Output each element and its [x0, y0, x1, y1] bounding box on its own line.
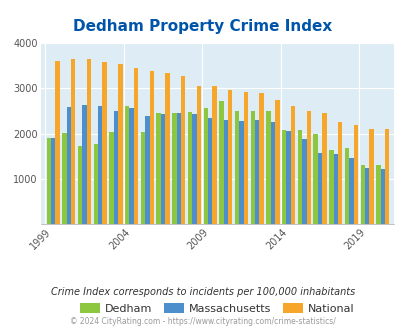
Bar — [98, 106, 102, 224]
Text: © 2024 CityRating.com - https://www.cityrating.com/crime-statistics/: © 2024 CityRating.com - https://www.city… — [70, 317, 335, 326]
Bar — [160, 114, 165, 224]
Bar — [78, 147, 82, 224]
Bar — [102, 62, 107, 224]
Bar — [239, 121, 243, 224]
Bar — [243, 92, 247, 224]
Bar — [62, 133, 66, 224]
Bar — [313, 134, 317, 224]
Bar — [219, 101, 223, 224]
Legend: Dedham, Massachusetts, National: Dedham, Massachusetts, National — [75, 299, 358, 318]
Bar — [328, 149, 333, 224]
Bar — [333, 154, 337, 224]
Bar — [172, 113, 176, 224]
Bar — [165, 73, 169, 224]
Bar — [317, 153, 322, 224]
Bar — [344, 148, 348, 224]
Bar — [337, 122, 341, 224]
Bar — [125, 106, 129, 224]
Bar — [192, 114, 196, 224]
Bar — [71, 59, 75, 224]
Bar — [94, 144, 98, 224]
Bar — [266, 112, 270, 224]
Bar — [259, 93, 263, 224]
Bar — [212, 86, 216, 224]
Bar — [223, 120, 228, 224]
Bar — [82, 105, 87, 224]
Bar — [228, 90, 232, 224]
Bar — [322, 113, 326, 224]
Bar — [380, 169, 384, 224]
Bar — [129, 108, 134, 224]
Bar — [275, 100, 279, 224]
Bar — [353, 124, 357, 224]
Bar — [286, 131, 290, 224]
Bar — [301, 139, 306, 224]
Bar — [306, 112, 310, 224]
Bar — [51, 138, 55, 224]
Bar — [254, 120, 259, 224]
Bar — [203, 108, 207, 224]
Bar — [55, 61, 60, 224]
Bar — [176, 113, 181, 224]
Bar — [156, 113, 160, 224]
Text: Dedham Property Crime Index: Dedham Property Crime Index — [73, 19, 332, 34]
Bar — [141, 132, 145, 224]
Bar — [149, 71, 153, 224]
Bar — [290, 106, 294, 224]
Bar — [118, 64, 122, 224]
Bar — [207, 118, 212, 224]
Bar — [297, 130, 301, 224]
Bar — [113, 111, 118, 224]
Text: Crime Index corresponds to incidents per 100,000 inhabitants: Crime Index corresponds to incidents per… — [51, 287, 354, 297]
Bar — [196, 86, 200, 224]
Bar — [188, 112, 192, 224]
Bar — [145, 116, 149, 224]
Bar — [281, 130, 286, 224]
Bar — [181, 76, 185, 224]
Bar — [87, 59, 91, 224]
Bar — [66, 107, 71, 224]
Bar — [134, 68, 138, 224]
Bar — [234, 111, 239, 224]
Bar — [384, 129, 388, 224]
Bar — [360, 164, 364, 224]
Bar — [375, 165, 380, 224]
Bar — [348, 158, 353, 224]
Bar — [47, 138, 51, 224]
Bar — [250, 112, 254, 224]
Bar — [109, 132, 113, 224]
Bar — [270, 122, 275, 224]
Bar — [369, 129, 373, 224]
Bar — [364, 168, 369, 224]
